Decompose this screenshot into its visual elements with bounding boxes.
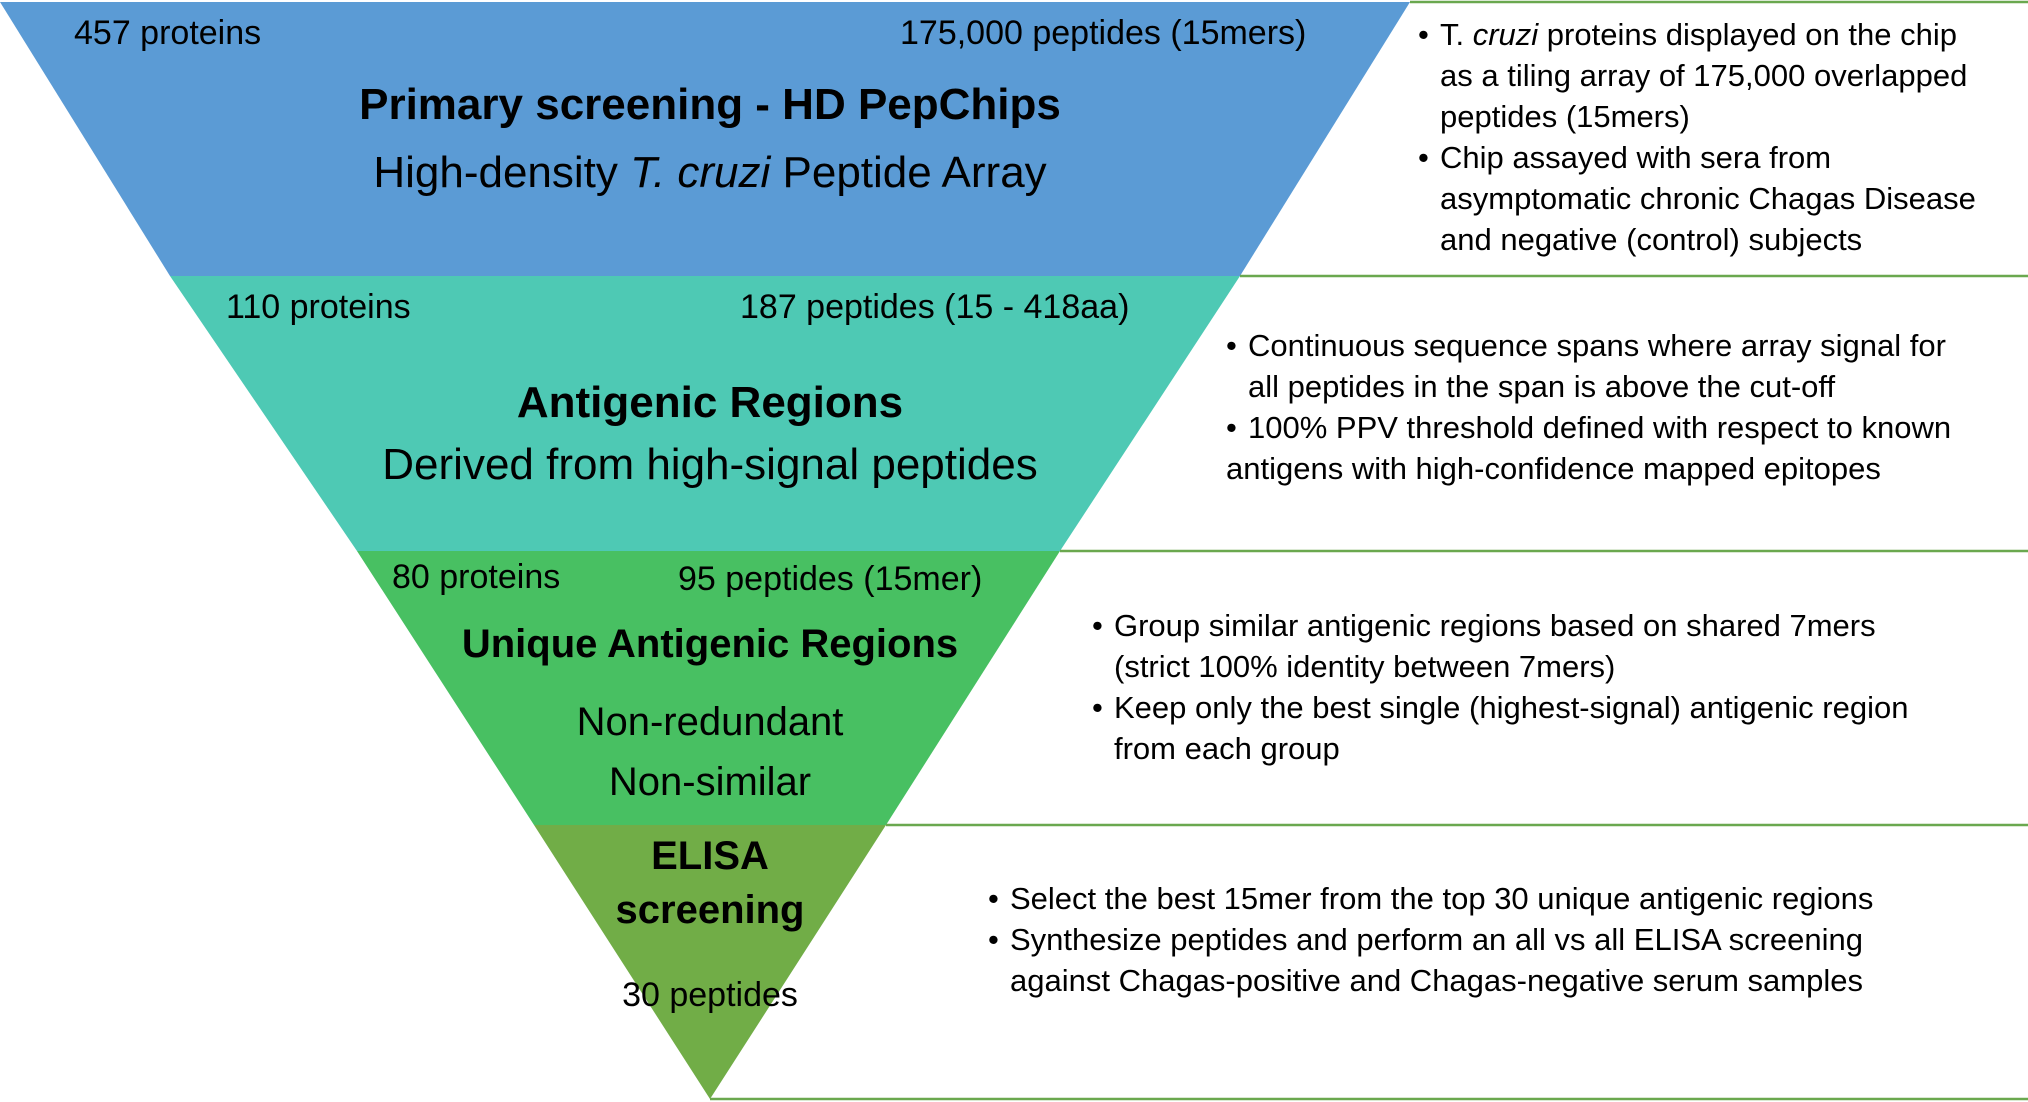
level-4-title-line-1: ELISA xyxy=(651,834,769,878)
level-2-band xyxy=(170,276,1240,551)
level-1-right-count: 175,000 peptides (15mers) xyxy=(900,14,1307,52)
level-3-description: Group similar antigenic regions based on… xyxy=(1092,605,1908,769)
level-1-bullet-2: Chip assayed with sera from asymptomatic… xyxy=(1418,137,1976,260)
level-1-description: T. cruzi proteins displayed on the chip … xyxy=(1418,14,1976,260)
level-3-left-count: 80 proteins xyxy=(392,558,561,596)
level-4-description: Select the best 15mer from the top 30 un… xyxy=(988,878,1873,1001)
level-3-band xyxy=(357,551,1060,825)
level-4-bullet-2: Synthesize peptides and perform an all v… xyxy=(988,919,1873,1001)
level-1-band xyxy=(0,2,1410,276)
level-3-subtitle-line-2: Non-similar xyxy=(608,760,812,804)
level-4-title-line-2: screening xyxy=(615,888,805,932)
level-3-subtitle-line-1: Non-redundant xyxy=(576,700,844,744)
level-4-band xyxy=(534,825,886,1099)
level-1-left-count: 457 proteins xyxy=(74,14,262,52)
level-3-bullet-2: Keep only the best single (highest-signa… xyxy=(1092,687,1908,769)
level-2-left-count: 110 proteins xyxy=(226,288,411,326)
level-2-title: Antigenic Regions xyxy=(516,378,904,427)
level-2-bullet-1: Continuous sequence spans where array si… xyxy=(1226,325,1951,407)
level-4-count: 30 peptides xyxy=(622,976,798,1014)
level-1-subtitle: High-density T. cruzi Peptide Array xyxy=(373,148,1047,197)
level-1-bullet-1: T. cruzi proteins displayed on the chip … xyxy=(1418,14,1976,137)
level-3-title: Unique Antigenic Regions xyxy=(461,622,959,666)
level-3-bullet-1: Group similar antigenic regions based on… xyxy=(1092,605,1908,687)
level-1-title: Primary screening - HD PepChips xyxy=(359,80,1061,129)
level-4-bullet-1: Select the best 15mer from the top 30 un… xyxy=(988,878,1873,919)
level-3-right-count: 95 peptides (15mer) xyxy=(678,560,983,598)
level-2-subtitle: Derived from high-signal peptides xyxy=(382,440,1038,489)
level-2-right-count: 187 peptides (15 - 418aa) xyxy=(740,288,1130,326)
level-2-bullet-2: 100% PPV threshold defined with respect … xyxy=(1226,407,1951,489)
level-2-description: Continuous sequence spans where array si… xyxy=(1226,325,1951,489)
